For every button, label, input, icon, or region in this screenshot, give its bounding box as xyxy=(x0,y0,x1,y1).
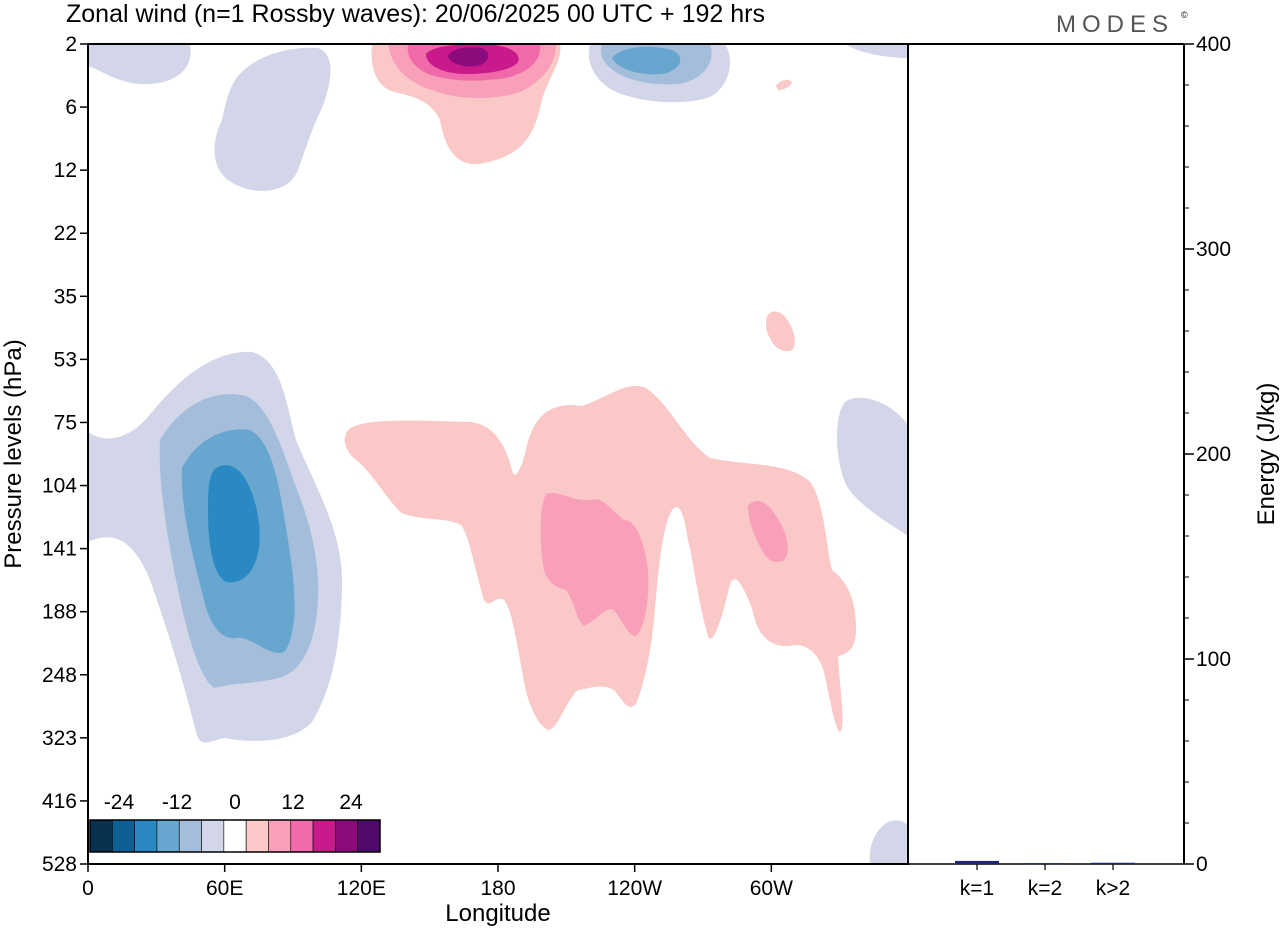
contour-fills xyxy=(88,44,908,864)
energy-category-label: k=1 xyxy=(960,877,994,900)
x-axis-label: Longitude xyxy=(445,900,550,927)
x-tick-label: 120E xyxy=(337,877,386,900)
energy-tick-label: 100 xyxy=(1196,648,1231,671)
y-axis-label: Pressure levels (hPa) xyxy=(0,339,27,568)
colorbar-label: 0 xyxy=(229,791,241,814)
colorbar-cell xyxy=(112,819,135,853)
energy-panel: k=1 k=2 k>2 0 100 200 300 400 Energy (J/kg) xyxy=(908,33,1280,900)
x-tick-label: 0 xyxy=(82,877,94,900)
colorbar-cell xyxy=(134,819,158,853)
energy-tick-label: 300 xyxy=(1196,238,1231,261)
energy-bar xyxy=(1091,862,1135,864)
negative-region-upper-stratosphere xyxy=(214,47,331,191)
brand-mark: © xyxy=(1181,10,1188,20)
colorbar-cell xyxy=(223,819,247,853)
energy-axis-label: Energy (J/kg) xyxy=(1253,383,1280,526)
y-tick-label: 22 xyxy=(54,222,77,245)
colorbar-cell xyxy=(156,819,180,853)
negative-region-right-edge xyxy=(836,397,908,536)
energy-category-label: k=2 xyxy=(1028,877,1062,900)
colorbar-cell xyxy=(201,819,225,853)
y-tick-label: 6 xyxy=(65,96,77,119)
y-tick-label: 248 xyxy=(42,664,77,687)
x-tick-label: 120W xyxy=(607,877,662,900)
x-tick-label: 180 xyxy=(480,877,515,900)
colorbar-cell xyxy=(89,819,113,853)
y-tick-label: 35 xyxy=(54,285,77,308)
energy-tick-label: 400 xyxy=(1196,33,1231,56)
colorbar-cell xyxy=(357,819,381,853)
colorbar-cell xyxy=(312,819,336,853)
energy-bars: k=1 k=2 k>2 xyxy=(955,860,1135,900)
colorbar-cell xyxy=(290,819,314,853)
colorbar-label: -12 xyxy=(162,791,192,814)
chart-title: Zonal wind (n=1 Rossby waves): 20/06/202… xyxy=(66,0,765,28)
contour-panel: 0 60E 120E 180 120W 60W 2 6 12 22 35 53 75 104 141 188… xyxy=(0,33,909,927)
y-tick-label: 2 xyxy=(65,33,77,56)
y-tick-label: 141 xyxy=(42,538,77,561)
y-tick-label: 53 xyxy=(54,348,77,371)
positive-region-small xyxy=(766,311,795,352)
y-tick-label: 528 xyxy=(42,853,77,876)
colorbar-cell xyxy=(178,819,202,853)
y-tick-label: 188 xyxy=(42,601,77,624)
brand-logo: MODES xyxy=(1056,11,1174,38)
energy-tick-label: 200 xyxy=(1196,443,1231,466)
y-axis-ticks: 2 6 12 22 35 53 75 104 141 188 248 323 416 528 xyxy=(42,33,88,876)
y-tick-label: 323 xyxy=(42,727,77,750)
energy-tick-label: 0 xyxy=(1196,853,1208,876)
colorbar-label: 24 xyxy=(339,791,363,814)
colorbar-cell xyxy=(335,819,358,853)
colorbar: -24 -12 0 12 24 xyxy=(89,791,381,853)
y-tick-label: 104 xyxy=(42,475,77,498)
energy-category-label: k>2 xyxy=(1096,877,1130,900)
x-tick-label: 60E xyxy=(206,877,243,900)
y-tick-label: 416 xyxy=(42,790,77,813)
energy-axis-ticks: 0 100 200 300 400 xyxy=(1184,33,1231,876)
x-axis-ticks: 0 60E 120E 180 120W 60W xyxy=(82,864,793,900)
y-tick-label: 75 xyxy=(54,411,77,434)
negative-region-top-left xyxy=(88,44,191,85)
y-tick-label: 12 xyxy=(54,159,77,182)
colorbar-cell xyxy=(245,819,269,853)
colorbar-label: -24 xyxy=(104,791,135,814)
energy-bar xyxy=(955,860,999,864)
x-tick-label: 60W xyxy=(750,877,793,900)
energy-bar xyxy=(1023,863,1067,865)
colorbar-cell xyxy=(268,819,292,853)
colorbar-label: 12 xyxy=(281,791,304,814)
